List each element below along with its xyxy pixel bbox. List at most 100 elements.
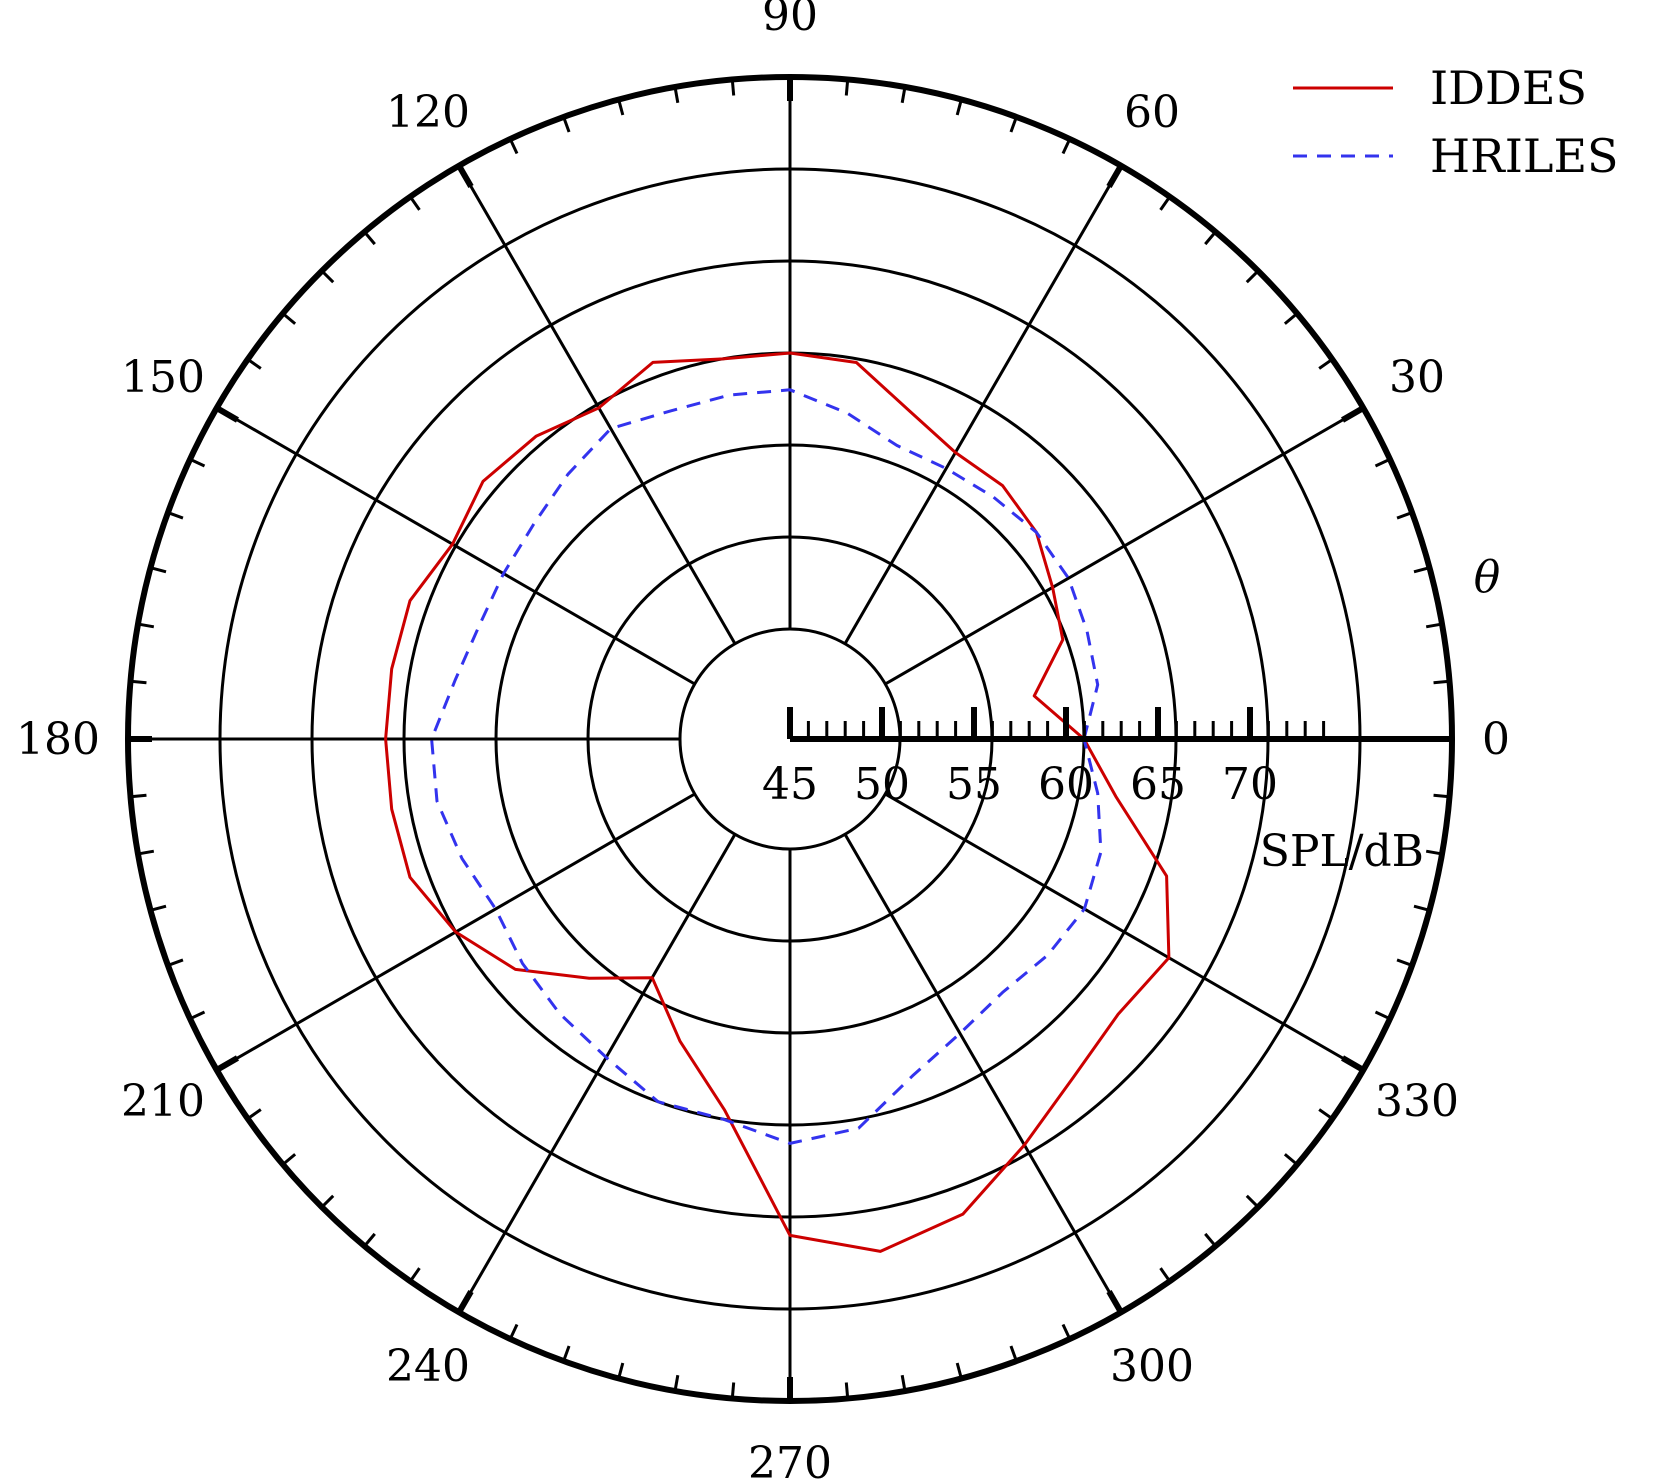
spoke-120: [457, 164, 737, 645]
angular-tick-175: [130, 679, 147, 685]
angular-tick-170: [137, 622, 155, 629]
angular-tick-355: [1433, 793, 1450, 799]
angular-tick-315: [1245, 1194, 1260, 1209]
angular-tick-10: [1425, 622, 1443, 629]
angular-tick-205: [189, 1010, 206, 1021]
angular-tick-30: [1341, 405, 1365, 423]
angular-tick-130: [363, 230, 376, 246]
angular-tick-250: [562, 1345, 571, 1362]
radial-tick-label-70: 70: [1222, 759, 1278, 810]
series-line-iddes: [384, 351, 1171, 1253]
angular-tick-195: [150, 904, 167, 912]
angle-labels: 0 30 60 90 120 150 180 210 240 270 300 330: [16, 0, 1510, 1481]
angular-tick-255: [617, 1362, 625, 1379]
angular-tick-340: [1396, 958, 1413, 967]
angular-tick-35: [1318, 358, 1334, 370]
angle-label-90: 90: [762, 0, 818, 41]
angular-tick-265: [730, 1382, 736, 1399]
angular-tick-210: [215, 1055, 239, 1073]
radial-axis-label: SPL/dB: [1260, 826, 1424, 877]
angular-tick-45: [1245, 269, 1260, 284]
angular-tick-260: [673, 1374, 680, 1392]
series-layer: [384, 351, 1171, 1253]
angular-tick-25: [1374, 457, 1391, 468]
angular-tick-320: [1283, 1153, 1299, 1166]
angle-label-30: 30: [1389, 352, 1445, 403]
angle-label-270: 270: [748, 1438, 832, 1481]
angular-tick-305: [1159, 1267, 1171, 1283]
angular-tick-215: [246, 1108, 262, 1120]
legend: IDDES HRILES: [1293, 61, 1619, 183]
radial-tick-label-65: 65: [1130, 759, 1186, 810]
angular-tick-240: [456, 1290, 474, 1314]
angular-tick-65: [1061, 138, 1072, 155]
angular-tick-70: [1009, 116, 1018, 133]
angle-label-300: 300: [1110, 1341, 1194, 1392]
radial-tick-label-45: 45: [762, 759, 818, 810]
angular-tick-50: [1204, 230, 1217, 246]
angle-label-240: 240: [386, 1341, 470, 1392]
angular-tick-20: [1396, 511, 1413, 520]
angular-tick-300: [1106, 1290, 1124, 1314]
angular-tick-285: [955, 1362, 963, 1379]
angular-tick-60: [1106, 164, 1124, 188]
legend-label-hriles: HRILES: [1430, 129, 1619, 183]
angular-tick-95: [730, 79, 736, 96]
angular-tick-335: [1374, 1010, 1391, 1021]
angular-tick-5: [1433, 679, 1450, 685]
angular-tick-230: [363, 1232, 376, 1248]
angular-tick-110: [562, 116, 571, 133]
angular-tick-190: [137, 849, 155, 856]
angular-tick-330: [1341, 1055, 1365, 1073]
radial-tick-label-50: 50: [854, 759, 910, 810]
angular-tick-220: [281, 1153, 297, 1166]
angular-tick-15: [1413, 566, 1430, 574]
angular-tick-55: [1159, 195, 1171, 211]
angular-axis-label: θ: [1474, 552, 1501, 603]
angular-tick-105: [617, 99, 625, 116]
angular-tick-75: [955, 99, 963, 116]
angular-tick-200: [167, 958, 184, 967]
spoke-330: [884, 792, 1365, 1072]
spoke-150: [215, 406, 696, 686]
radial-tick-label-60: 60: [1038, 759, 1094, 810]
angular-tick-135: [320, 269, 335, 284]
angle-label-0: 0: [1482, 714, 1510, 765]
spoke-240: [457, 833, 737, 1314]
radial-axis: 45 50 55 60 65 70: [762, 707, 1452, 810]
angular-tick-310: [1204, 1232, 1217, 1248]
angular-tick-155: [189, 457, 206, 468]
angle-label-330: 330: [1375, 1076, 1459, 1127]
spoke-300: [843, 833, 1123, 1314]
angular-tick-325: [1318, 1108, 1334, 1120]
spoke-60: [843, 164, 1123, 645]
angle-label-180: 180: [16, 714, 100, 765]
angular-tick-125: [409, 195, 421, 211]
angle-label-150: 150: [121, 352, 205, 403]
angular-tick-290: [1009, 1345, 1018, 1362]
angular-tick-280: [900, 1374, 907, 1392]
angular-tick-40: [1283, 312, 1299, 325]
angle-label-60: 60: [1124, 87, 1180, 138]
angular-tick-150: [215, 405, 239, 423]
angle-label-210: 210: [121, 1076, 205, 1127]
angular-tick-295: [1061, 1323, 1072, 1340]
angular-tick-245: [508, 1323, 519, 1340]
angular-tick-80: [900, 86, 907, 104]
radial-tick-label-55: 55: [946, 759, 1002, 810]
angular-tick-350: [1425, 849, 1443, 856]
angular-tick-120: [456, 164, 474, 188]
angular-tick-85: [844, 79, 850, 96]
angular-tick-235: [409, 1267, 421, 1283]
legend-label-iddes: IDDES: [1430, 61, 1587, 115]
angular-tick-140: [281, 312, 297, 325]
angular-tick-100: [673, 86, 680, 104]
angular-tick-160: [167, 511, 184, 520]
spoke-30: [884, 406, 1365, 686]
angular-tick-345: [1413, 904, 1430, 912]
angular-tick-115: [508, 138, 519, 155]
angle-label-120: 120: [386, 87, 470, 138]
angular-tick-275: [844, 1382, 850, 1399]
angular-tick-185: [130, 793, 147, 799]
